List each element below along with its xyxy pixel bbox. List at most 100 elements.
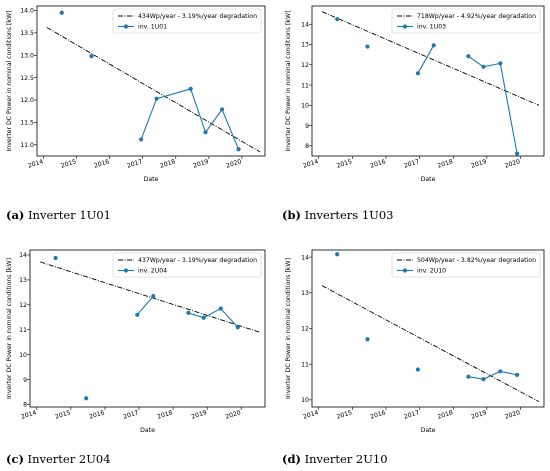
x-tick-label-c: 2018 [157,409,174,421]
data-point-d [415,367,421,372]
x-axis-title-c: Date [140,427,155,434]
caption-d: (d) Inverter 2U10 [282,452,388,466]
data-point-c [186,310,191,315]
x-tick-label-c: 2014 [20,409,37,421]
data-point-b [481,64,486,69]
legend-a: 434Wp/year - 3.19%/year degradation inv. … [112,8,262,34]
series-line-b [417,45,435,74]
caption-c-letter: (c) [6,452,24,466]
x-tick-label-b: 2015 [336,158,353,170]
x-axis-title-a: Date [144,176,159,183]
legend-series-label-a: inv. 1U01 [138,24,167,31]
y-tick-label-d: 13 [301,290,309,297]
data-point-b [466,54,471,59]
x-tick-label-a: 2015 [60,158,77,170]
y-tick-label-b: 8 [305,143,309,150]
caption-d-text: Inverter 2U10 [304,452,388,466]
x-tick-label-a: 2018 [159,158,176,170]
legend-series-label-d: inv. 2U10 [417,268,446,275]
x-tick-label-d: 2017 [403,409,420,421]
x-tick-label-d: 2016 [369,409,386,421]
x-tick-label-b: 2019 [470,158,487,170]
caption-d-letter: (d) [282,452,301,466]
x-tick-label-b: 2020 [504,158,521,170]
y-axis-title-c: Inverter DC Power in nominal conditions … [6,258,13,399]
x-tick-label-b: 2014 [302,158,319,170]
data-point-b [498,61,503,66]
legend-box-d [391,252,541,278]
legend-box-b [391,8,541,34]
x-tick-label-d: 2018 [437,409,454,421]
x-tick-label-a: 2019 [192,158,209,170]
data-point-d [481,377,486,382]
y-tick-label-a: 14.0 [20,8,34,15]
y-tick-label-a: 13.0 [20,52,34,59]
data-point-d [515,372,520,377]
caption-a: (a) Inverter 1U01 [6,208,111,222]
legend-trend-label-c: 437Wp/year - 3.19%/year degradation [138,257,257,264]
legend-box-a [112,8,262,34]
legend-series-label-c: inv. 2U04 [138,268,167,275]
caption-b: (b) Inverters 1U03 [282,208,393,222]
data-point-d [365,337,370,342]
x-tick-label-c: 2019 [191,409,208,421]
legend-trend-label-a: 434Wp/year - 3.19%/year degradation [138,13,257,20]
x-tick-label-d: 2019 [470,409,487,421]
legend-series-marker-a [123,24,129,29]
data-point-a [188,86,193,91]
y-tick-label-d: 11 [301,361,309,368]
caption-b-letter: (b) [282,208,301,222]
y-axis-title-a: Inverter DC Power in nominal conditions … [6,10,13,151]
chart-b: 2014 2015 2016 2017 2018 2019 2020 8 9 10 11 12 13 14… [285,5,545,183]
legend-c: 437Wp/year - 3.19%/year degradation inv. … [112,252,262,278]
x-axis-title-d: Date [421,427,436,434]
data-point-c [201,315,206,320]
trend-line-d [321,285,540,403]
x-tick-label-d: 2014 [302,409,319,421]
y-tick-label-c: 11 [19,327,27,334]
y-tick-label-c: 10 [19,352,27,359]
data-point-c [135,312,140,317]
y-tick-label-a: 12.5 [20,75,34,82]
x-tick-label-c: 2016 [88,409,105,421]
data-point-c [84,396,89,401]
legend-series-marker-b [402,24,408,29]
y-tick-label-a: 11.0 [20,142,34,149]
x-tick-label-b: 2018 [437,158,454,170]
legend-series-marker-d [402,268,408,273]
x-tick-label-a: 2016 [93,158,110,170]
x-tick-label-d: 2020 [504,409,521,421]
x-tick-label-d: 2015 [336,409,353,421]
plot-frame-c [29,249,266,408]
legend-d: 504Wp/year - 3.82%/year degradation inv. … [391,252,541,278]
x-axis-title-b: Date [421,176,436,183]
legend-box-c [112,252,262,278]
data-point-c [235,325,240,330]
data-point-d [335,252,340,257]
data-point-d [466,374,471,379]
legend-b: 718Wp/year - 4.92%/year degradation inv. … [391,8,541,34]
y-tick-label-a: 13.5 [20,30,34,37]
data-point-b [515,151,520,156]
series-line-d [468,370,518,380]
x-tick-label-c: 2015 [54,409,71,421]
legend-series-marker-c [123,268,129,273]
x-tick-label-b: 2016 [369,158,386,170]
data-point-c [218,306,223,311]
x-tick-label-a: 2017 [126,158,143,170]
caption-c-text: Inverter 2U04 [27,452,111,466]
data-point-b [431,43,436,48]
data-point-d [498,369,503,374]
data-point-a [154,96,159,101]
data-point-a [138,137,144,142]
series-line-c [136,295,154,316]
x-tick-label-c: 2017 [122,409,139,421]
y-tick-label-c: 13 [19,277,27,284]
caption-a-text: Inverter 1U01 [28,208,111,222]
series-line-b [468,55,518,154]
y-axis-title-d: Inverter DC Power in nominal conditions … [285,258,292,399]
y-tick-label-c: 12 [19,302,27,309]
chart-d: 2014 2015 2016 2017 2018 2019 2020 10 11 12 13 14 Da… [285,249,545,434]
x-tick-label-a: 2014 [27,158,44,170]
